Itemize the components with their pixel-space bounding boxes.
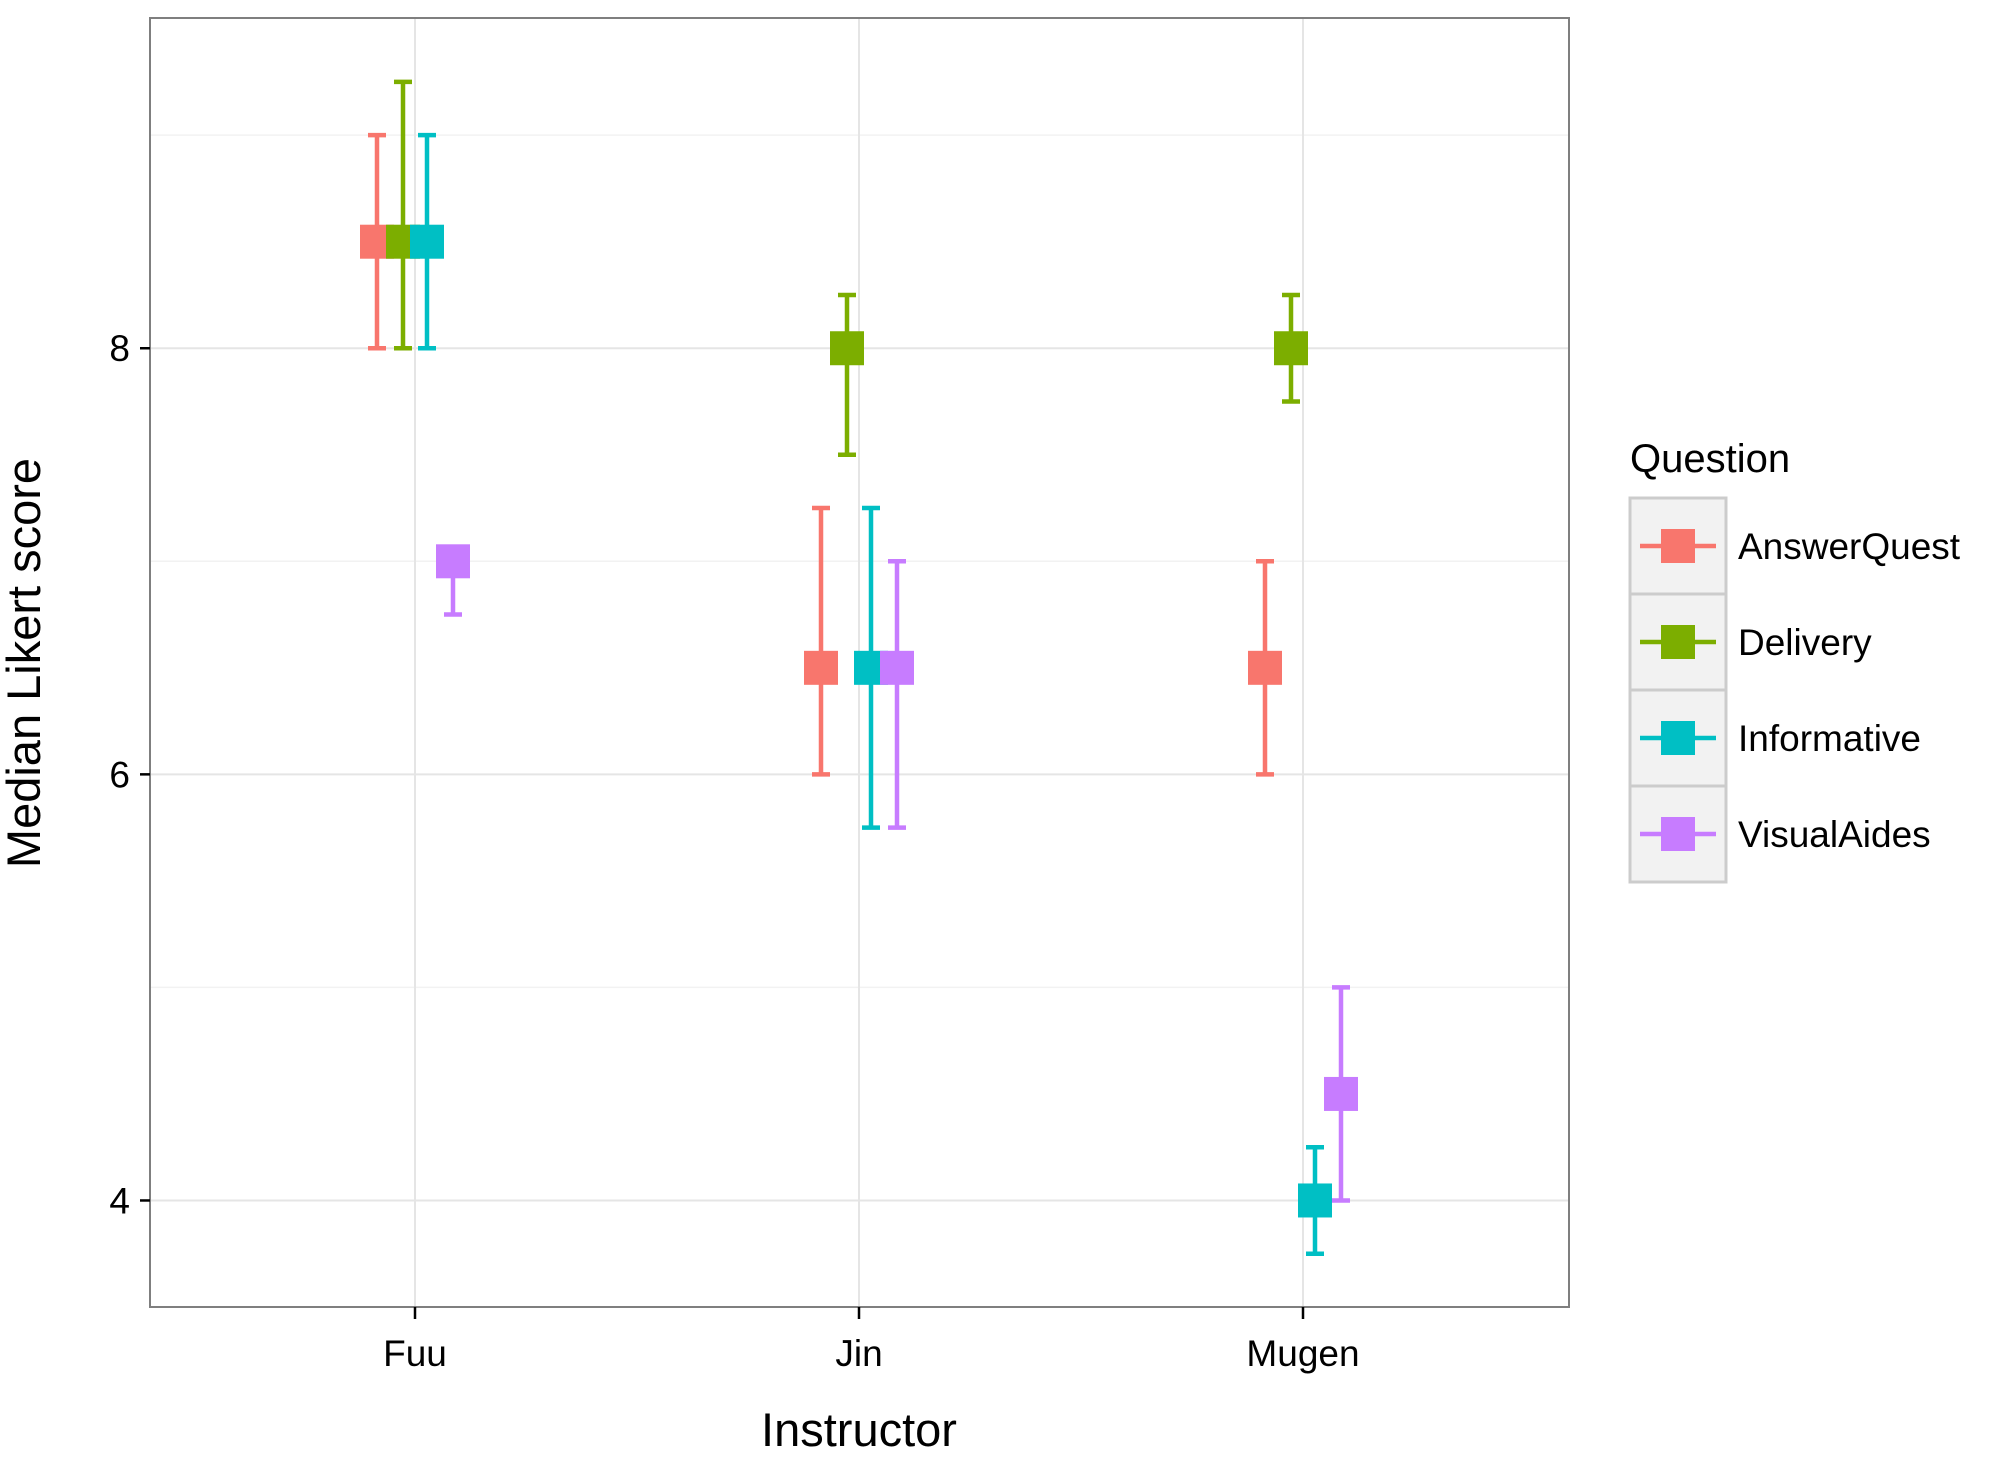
point-marker: [1248, 650, 1282, 685]
legend-key-marker: [1661, 529, 1695, 563]
y-tick-label: 4: [109, 1180, 130, 1221]
y-axis-title: Median Likert score: [0, 458, 50, 868]
point-marker: [880, 650, 914, 685]
x-tick-label: Mugen: [1246, 1333, 1359, 1374]
legend-title: Question: [1630, 437, 1790, 481]
legend-label: Delivery: [1738, 622, 1872, 663]
x-axis-title: Instructor: [761, 1403, 957, 1456]
legend-label: VisualAides: [1738, 814, 1931, 855]
point-marker: [830, 331, 864, 366]
data-point-informative-fuu: [410, 132, 444, 351]
data-point-delivery-mugen: [1274, 292, 1308, 404]
y-tick-label: 8: [109, 328, 130, 369]
point-marker: [436, 544, 470, 579]
legend-label: AnswerQuest: [1738, 526, 1961, 567]
legend-key-marker: [1661, 721, 1695, 755]
point-marker: [1274, 331, 1308, 366]
point-marker: [804, 650, 838, 685]
legend-item-informative: Informative: [1628, 688, 1921, 788]
legend-key-marker: [1661, 817, 1695, 851]
legend-item-answerquest: AnswerQuest: [1628, 496, 1961, 596]
data-point-visualaides-jin: [880, 559, 914, 830]
legend-item-delivery: Delivery: [1628, 592, 1872, 692]
legend: Question AnswerQuest Delivery Informative V…: [1628, 437, 1961, 884]
data-point-delivery-jin: [830, 292, 864, 458]
point-marker: [1298, 1183, 1332, 1218]
point-marker: [1324, 1076, 1358, 1111]
legend-label: Informative: [1738, 718, 1921, 759]
y-tick-label: 6: [109, 754, 130, 795]
data-point-answerquest-jin: [804, 505, 838, 777]
axes: 4 6 8 Fuu Jin Mugen: [109, 328, 1359, 1374]
data-point-answerquest-mugen: [1248, 559, 1282, 777]
x-tick-label: Jin: [835, 1333, 882, 1374]
point-marker: [410, 224, 444, 259]
legend-key-marker: [1661, 625, 1695, 659]
x-tick-label: Fuu: [383, 1333, 447, 1374]
data-point-informative-mugen: [1298, 1144, 1332, 1256]
data-point-visualaides-mugen: [1324, 985, 1358, 1203]
data-marks: [360, 79, 1358, 1256]
legend-item-visualaides: VisualAides: [1628, 784, 1931, 884]
data-point-visualaides-fuu: [436, 544, 470, 617]
